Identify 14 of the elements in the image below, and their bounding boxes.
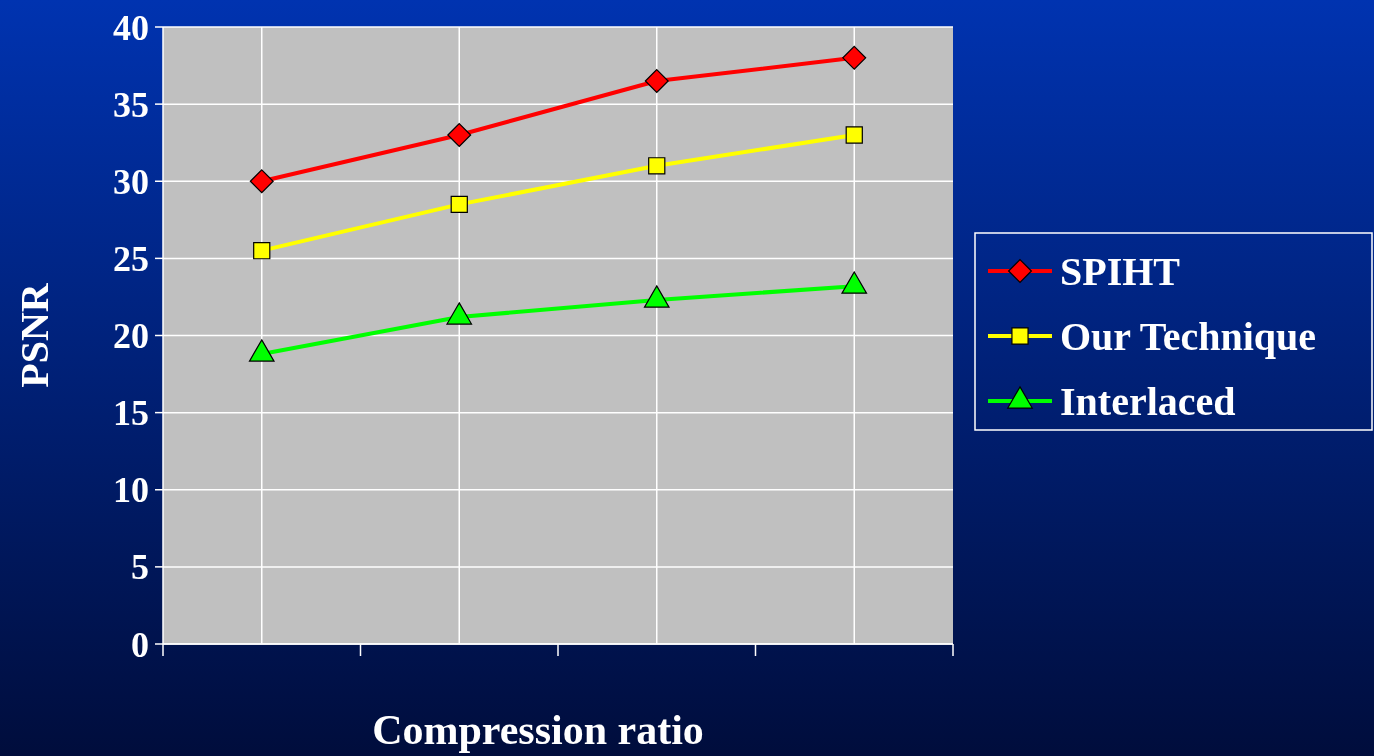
y-tick-label: 20	[113, 316, 149, 357]
y-axis-title: PSNR	[12, 282, 57, 388]
y-tick-label: 15	[113, 393, 149, 434]
legend-label: SPIHT	[1060, 249, 1181, 294]
y-tick-label: 30	[113, 161, 149, 202]
y-tick-label: 5	[131, 547, 149, 588]
legend-label: Interlaced	[1060, 379, 1236, 424]
y-tick-label: 0	[131, 624, 149, 665]
legend-label: Our Technique	[1060, 314, 1317, 359]
y-tick-label: 35	[113, 84, 149, 125]
x-axis-title: Compression ratio	[372, 707, 704, 753]
y-tick-label: 10	[113, 470, 149, 511]
y-tick-label: 25	[113, 238, 149, 279]
y-tick-label: 40	[113, 7, 149, 48]
